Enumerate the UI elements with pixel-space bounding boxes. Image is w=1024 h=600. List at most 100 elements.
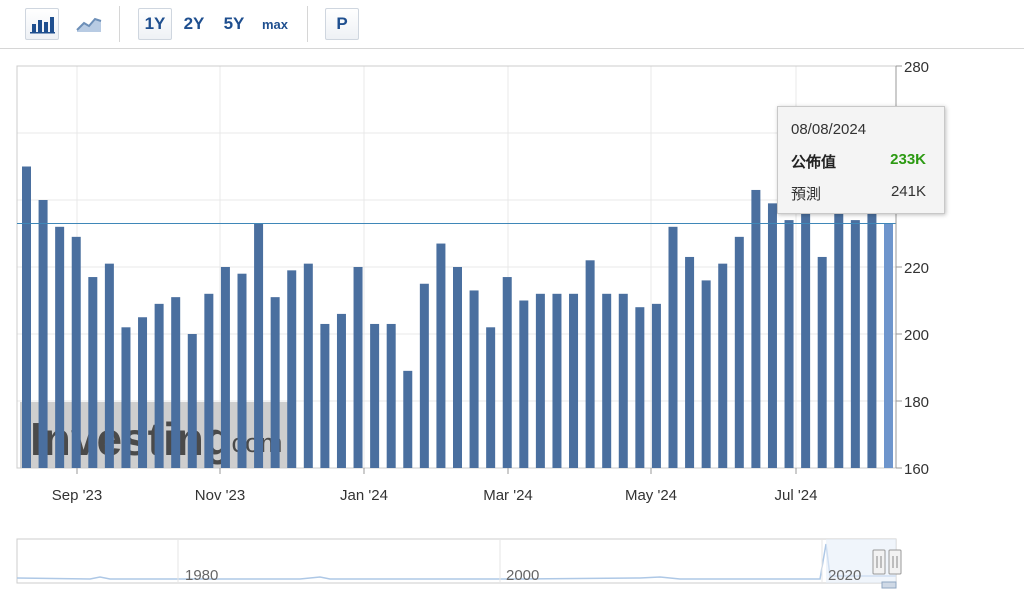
- range-1y-label: 1Y: [144, 14, 166, 33]
- bar[interactable]: [552, 293, 562, 468]
- x-tick-label: Jan '24: [340, 487, 388, 504]
- tooltip-forecast-value: 241K: [890, 183, 926, 200]
- bar[interactable]: [386, 323, 396, 468]
- bar[interactable]: [519, 300, 529, 469]
- bar[interactable]: [22, 166, 31, 469]
- range-5y-label: 5Y: [223, 14, 245, 33]
- bar[interactable]: [585, 260, 595, 468]
- bar[interactable]: [138, 317, 148, 468]
- y-tick-label: 180: [904, 394, 929, 411]
- bar[interactable]: [453, 267, 462, 468]
- bar[interactable]: [121, 327, 131, 468]
- bar[interactable]: [817, 256, 827, 468]
- x-tick-label: Jul '24: [775, 487, 818, 504]
- bar[interactable]: [668, 226, 678, 468]
- bar[interactable]: [71, 236, 81, 468]
- bar[interactable]: [187, 334, 197, 468]
- range-5y-button[interactable]: 5Y: [218, 8, 250, 40]
- tooltip-forecast-row: 預測 241K: [791, 183, 926, 204]
- bar[interactable]: [88, 277, 98, 468]
- bar[interactable]: [784, 220, 794, 468]
- navigator-label-2020: 2020: [828, 567, 861, 584]
- bar[interactable]: [867, 206, 877, 468]
- bar[interactable]: [502, 277, 512, 468]
- y-tick-label: 220: [904, 260, 929, 277]
- y-tick-label: 160: [904, 461, 929, 478]
- navigator-label-2000: 2000: [506, 567, 539, 584]
- bar[interactable]: [287, 270, 297, 468]
- toolbar-divider: [307, 6, 308, 42]
- bar[interactable]: [469, 290, 479, 468]
- y-tick-label: 200: [904, 327, 929, 344]
- bar[interactable]: [751, 189, 761, 468]
- bar[interactable]: [685, 256, 695, 468]
- bar[interactable]: [602, 293, 612, 468]
- bar[interactable]: [419, 283, 429, 468]
- bar[interactable]: [55, 226, 65, 468]
- bar[interactable]: [436, 243, 446, 468]
- bar[interactable]: [834, 206, 844, 468]
- bar[interactable]: [718, 263, 728, 468]
- bar[interactable]: [767, 203, 777, 468]
- bar[interactable]: [486, 327, 496, 468]
- p-label: P: [336, 14, 348, 33]
- bar[interactable]: [171, 297, 181, 468]
- p-button[interactable]: P: [325, 8, 359, 40]
- range-1y-button[interactable]: 1Y: [138, 8, 172, 40]
- navigator-scroll-thumb[interactable]: [881, 581, 897, 589]
- bar[interactable]: [635, 307, 645, 468]
- x-tick-label: Nov '23: [195, 487, 245, 504]
- navigator-series-line: [16, 543, 896, 580]
- tooltip-actual-row: 公佈值 233K: [791, 151, 926, 172]
- line-chart-button[interactable]: [72, 8, 106, 40]
- range-max-label: max: [261, 16, 289, 32]
- line-chart-icon: [76, 17, 102, 32]
- tooltip-actual-label: 公佈值: [791, 154, 837, 171]
- bar[interactable]: [850, 220, 860, 468]
- bar[interactable]: [701, 280, 711, 468]
- bar[interactable]: [651, 303, 661, 468]
- bar[interactable]: [237, 273, 247, 468]
- range-2y-button[interactable]: 2Y: [178, 8, 210, 40]
- bar[interactable]: [220, 267, 230, 468]
- x-tick-label: Sep '23: [52, 487, 102, 504]
- bar[interactable]: [618, 293, 628, 468]
- navigator-frame: [16, 538, 897, 584]
- bar-chart-icon: [30, 17, 55, 34]
- bar[interactable]: [403, 370, 413, 468]
- bar[interactable]: [801, 206, 811, 468]
- range-2y-label: 2Y: [183, 14, 205, 33]
- bar[interactable]: [204, 293, 214, 468]
- bar-chart-button[interactable]: [25, 8, 59, 40]
- data-tooltip: 08/08/2024 公佈值 233K 預測 241K: [777, 106, 945, 214]
- bar[interactable]: [303, 263, 313, 468]
- toolbar-divider: [119, 6, 120, 42]
- bar[interactable]: [353, 267, 363, 468]
- tooltip-actual-value: 233K: [890, 151, 926, 168]
- navigator-left-handle[interactable]: [872, 549, 886, 575]
- bar[interactable]: [370, 323, 380, 468]
- bar[interactable]: [336, 313, 346, 468]
- bar[interactable]: [254, 223, 264, 468]
- tooltip-date: 08/08/2024: [791, 121, 867, 138]
- x-tick-label: Mar '24: [483, 487, 533, 504]
- bar[interactable]: [154, 303, 164, 468]
- bar[interactable]: [270, 297, 280, 468]
- navigator-right-handle[interactable]: [888, 549, 902, 575]
- y-tick-label: 280: [904, 59, 929, 76]
- tooltip-forecast-label: 預測: [791, 186, 822, 203]
- bar[interactable]: [104, 263, 114, 468]
- x-tick-label: May '24: [625, 487, 677, 504]
- bar[interactable]: [569, 293, 579, 468]
- chart-toolbar: 1Y 2Y 5Y max P: [0, 0, 1024, 49]
- navigator-label-1980: 1980: [185, 567, 218, 584]
- bar[interactable]: [884, 223, 893, 468]
- x-axis: Sep '23 Nov '23 Jan '24 Mar '24 May '24 Jul '…: [52, 468, 818, 504]
- range-max-button[interactable]: max: [258, 8, 292, 40]
- bar[interactable]: [535, 293, 545, 468]
- bar[interactable]: [38, 200, 48, 468]
- bar[interactable]: [320, 323, 330, 468]
- bar[interactable]: [734, 236, 744, 468]
- navigator-scrollbar[interactable]: 1980 2000 2020: [0, 538, 1024, 600]
